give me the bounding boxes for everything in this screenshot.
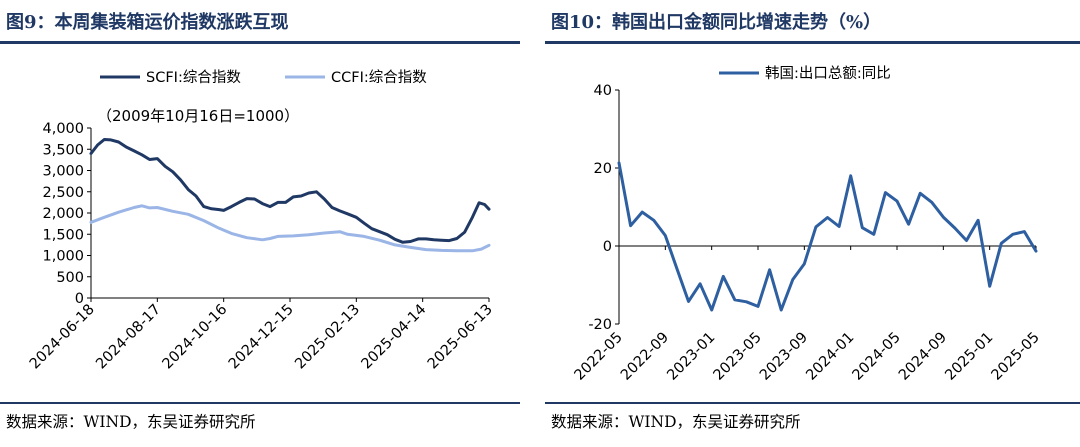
x-tick-label: 2022-05 — [572, 330, 626, 384]
title-rule — [0, 41, 520, 44]
y-tick-label: 20 — [594, 161, 612, 177]
x-tick-label: 2024-09 — [896, 330, 950, 384]
x-tick-label: 2023-01 — [664, 330, 718, 384]
legend-label-1: CCFI:综合指数 — [331, 69, 427, 86]
x-tick-label: 2024-08-17 — [93, 302, 164, 373]
legend-label-0: 韩国:出口总额:同比 — [765, 65, 891, 82]
y-tick-label: 0 — [75, 291, 84, 307]
x-tick-label: 2025-06-13 — [425, 302, 496, 373]
title-rule — [545, 41, 1080, 44]
y-tick-label: 3,500 — [42, 142, 84, 158]
y-tick-label: -20 — [588, 317, 612, 333]
x-tick-label: 2022-09 — [618, 330, 672, 384]
data-source: 数据来源：WIND，东吴证券研究所 — [551, 413, 801, 431]
series-line-1 — [89, 204, 491, 253]
x-tick-label: 2025-01 — [942, 330, 996, 384]
x-tick-label: 2024-05 — [850, 330, 904, 384]
data-source: 数据来源：WIND，东吴证券研究所 — [6, 413, 256, 431]
legend-label-0: SCFI:综合指数 — [146, 69, 241, 86]
series-line-0 — [617, 161, 1038, 312]
y-tick-label: 2,500 — [42, 185, 84, 201]
x-tick-label: 2024-10-16 — [160, 302, 231, 373]
series-line-0 — [89, 138, 491, 244]
y-tick-label: 2,000 — [42, 206, 84, 222]
x-tick-label: 2024-06-18 — [27, 302, 98, 373]
x-tick-label: 2023-05 — [711, 330, 765, 384]
y-tick-label: 1,000 — [42, 249, 84, 265]
figure-title: 图10：韩国出口金额同比增速走势（%） — [551, 12, 882, 33]
y-tick-label: 1,500 — [42, 227, 84, 243]
freight-index-chart: 0 500 1,000 1,500 2,000 2,500 3,000 3,500 4,000 2… — [27, 69, 496, 373]
x-tick-label: 2025-04-14 — [359, 302, 430, 373]
panel-korea-exports: 图10：韩国出口金额同比增速走势（%） -20 0 20 40 2022-05 2022-… — [545, 0, 1080, 447]
figure-title: 图9：本周集装箱运价指数涨跌互现 — [6, 12, 289, 33]
x-tick-label: 2023-09 — [757, 330, 811, 384]
source-rule — [0, 402, 520, 404]
source-rule — [545, 402, 1080, 404]
x-tick-label: 2024-12-15 — [226, 302, 297, 373]
x-tick-label: 2025-02-13 — [292, 302, 363, 373]
y-tick-label: 4,000 — [42, 121, 84, 137]
y-tick-label: 3,000 — [42, 164, 84, 180]
y-tick-label: 0 — [603, 239, 612, 255]
korea-export-growth-chart: -20 0 20 40 2022-052022-092023-012023-052023… — [572, 65, 1043, 384]
y-tick-label: 500 — [56, 270, 84, 286]
x-tick-label: 2024-01 — [803, 330, 857, 384]
panel-scfi-ccfi: 图9：本周集装箱运价指数涨跌互现 0 500 1,000 1,500 2,000 2,50… — [0, 0, 520, 447]
y-tick-label: 40 — [594, 83, 612, 99]
chart-annotation: （2009年10月16日=1000） — [97, 107, 299, 125]
x-tick-label: 2025-05 — [989, 330, 1043, 384]
